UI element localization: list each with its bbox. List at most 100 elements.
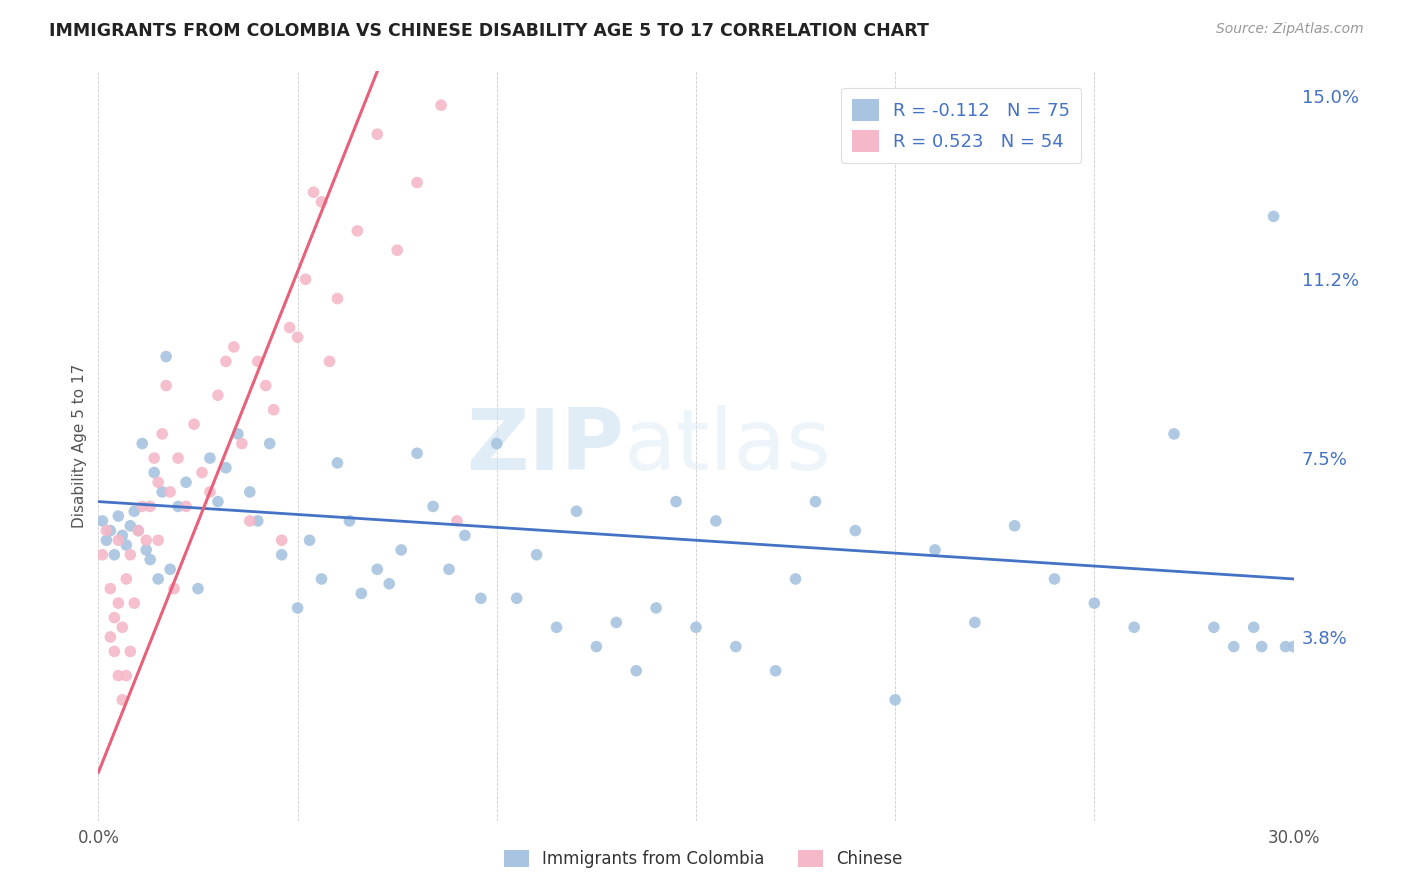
Point xyxy=(120,518,142,533)
Point xyxy=(143,451,166,466)
Point xyxy=(139,500,162,514)
Point xyxy=(1004,518,1026,533)
Point xyxy=(406,446,429,460)
Point xyxy=(98,582,122,596)
Point xyxy=(294,272,316,286)
Point xyxy=(120,644,142,658)
Point xyxy=(765,664,787,678)
Point xyxy=(1043,572,1066,586)
Point xyxy=(287,330,309,344)
Point xyxy=(339,514,361,528)
Point xyxy=(270,548,292,562)
Point xyxy=(298,533,321,548)
Point xyxy=(446,514,468,528)
Point xyxy=(422,500,444,514)
Point xyxy=(115,668,138,682)
Point xyxy=(326,456,349,470)
Point xyxy=(131,436,153,450)
Point xyxy=(385,244,409,258)
Point xyxy=(318,354,340,368)
Text: Source: ZipAtlas.com: Source: ZipAtlas.com xyxy=(1216,22,1364,37)
Point xyxy=(963,615,986,630)
Point xyxy=(804,494,827,508)
Point xyxy=(148,572,170,586)
Point xyxy=(111,693,134,707)
Point xyxy=(143,466,166,480)
Point xyxy=(96,524,118,538)
Point xyxy=(1263,210,1285,224)
Point xyxy=(198,451,221,466)
Point xyxy=(326,292,349,306)
Point xyxy=(183,417,205,432)
Point xyxy=(231,436,253,450)
Point xyxy=(107,533,129,548)
Point xyxy=(506,591,529,606)
Point xyxy=(215,460,238,475)
Point xyxy=(389,543,412,558)
Point xyxy=(107,509,129,524)
Point xyxy=(287,601,309,615)
Point xyxy=(131,500,153,514)
Point xyxy=(159,484,181,499)
Point xyxy=(124,504,146,518)
Point xyxy=(346,224,368,238)
Point xyxy=(311,194,333,209)
Point xyxy=(174,475,197,490)
Point xyxy=(239,514,262,528)
Text: ZIP: ZIP xyxy=(467,404,624,488)
Point xyxy=(127,524,149,538)
Point xyxy=(454,528,477,542)
Point xyxy=(1123,620,1146,634)
Point xyxy=(91,514,114,528)
Point xyxy=(1083,596,1105,610)
Point xyxy=(107,596,129,610)
Point xyxy=(103,610,125,624)
Point xyxy=(139,552,162,566)
Point xyxy=(167,451,190,466)
Point xyxy=(254,378,277,392)
Point xyxy=(215,354,238,368)
Point xyxy=(91,548,114,562)
Point xyxy=(263,402,285,417)
Point xyxy=(111,528,134,542)
Point xyxy=(270,533,292,548)
Point xyxy=(155,378,177,392)
Point xyxy=(704,514,727,528)
Point xyxy=(148,533,170,548)
Point xyxy=(302,185,325,199)
Point xyxy=(437,562,460,576)
Point xyxy=(124,596,146,610)
Point xyxy=(844,524,866,538)
Point xyxy=(207,494,229,508)
Point xyxy=(191,466,214,480)
Point xyxy=(127,524,149,538)
Point xyxy=(207,388,229,402)
Point xyxy=(626,664,648,678)
Point xyxy=(259,436,281,450)
Point xyxy=(585,640,607,654)
Point xyxy=(605,615,627,630)
Text: atlas: atlas xyxy=(624,404,832,488)
Point xyxy=(378,576,401,591)
Point xyxy=(884,693,907,707)
Point xyxy=(1202,620,1225,634)
Point xyxy=(311,572,333,586)
Point xyxy=(226,426,249,441)
Point xyxy=(924,543,946,558)
Point xyxy=(150,484,173,499)
Point xyxy=(155,350,177,364)
Point xyxy=(366,562,388,576)
Point xyxy=(198,484,221,499)
Point xyxy=(115,538,138,552)
Point xyxy=(685,620,707,634)
Point xyxy=(526,548,548,562)
Point xyxy=(103,644,125,658)
Point xyxy=(163,582,186,596)
Point xyxy=(366,127,388,141)
Point xyxy=(485,436,508,450)
Point xyxy=(96,533,118,548)
Point xyxy=(135,543,157,558)
Legend: R = -0.112   N = 75, R = 0.523   N = 54: R = -0.112 N = 75, R = 0.523 N = 54 xyxy=(841,88,1081,162)
Point xyxy=(546,620,568,634)
Point xyxy=(159,562,181,576)
